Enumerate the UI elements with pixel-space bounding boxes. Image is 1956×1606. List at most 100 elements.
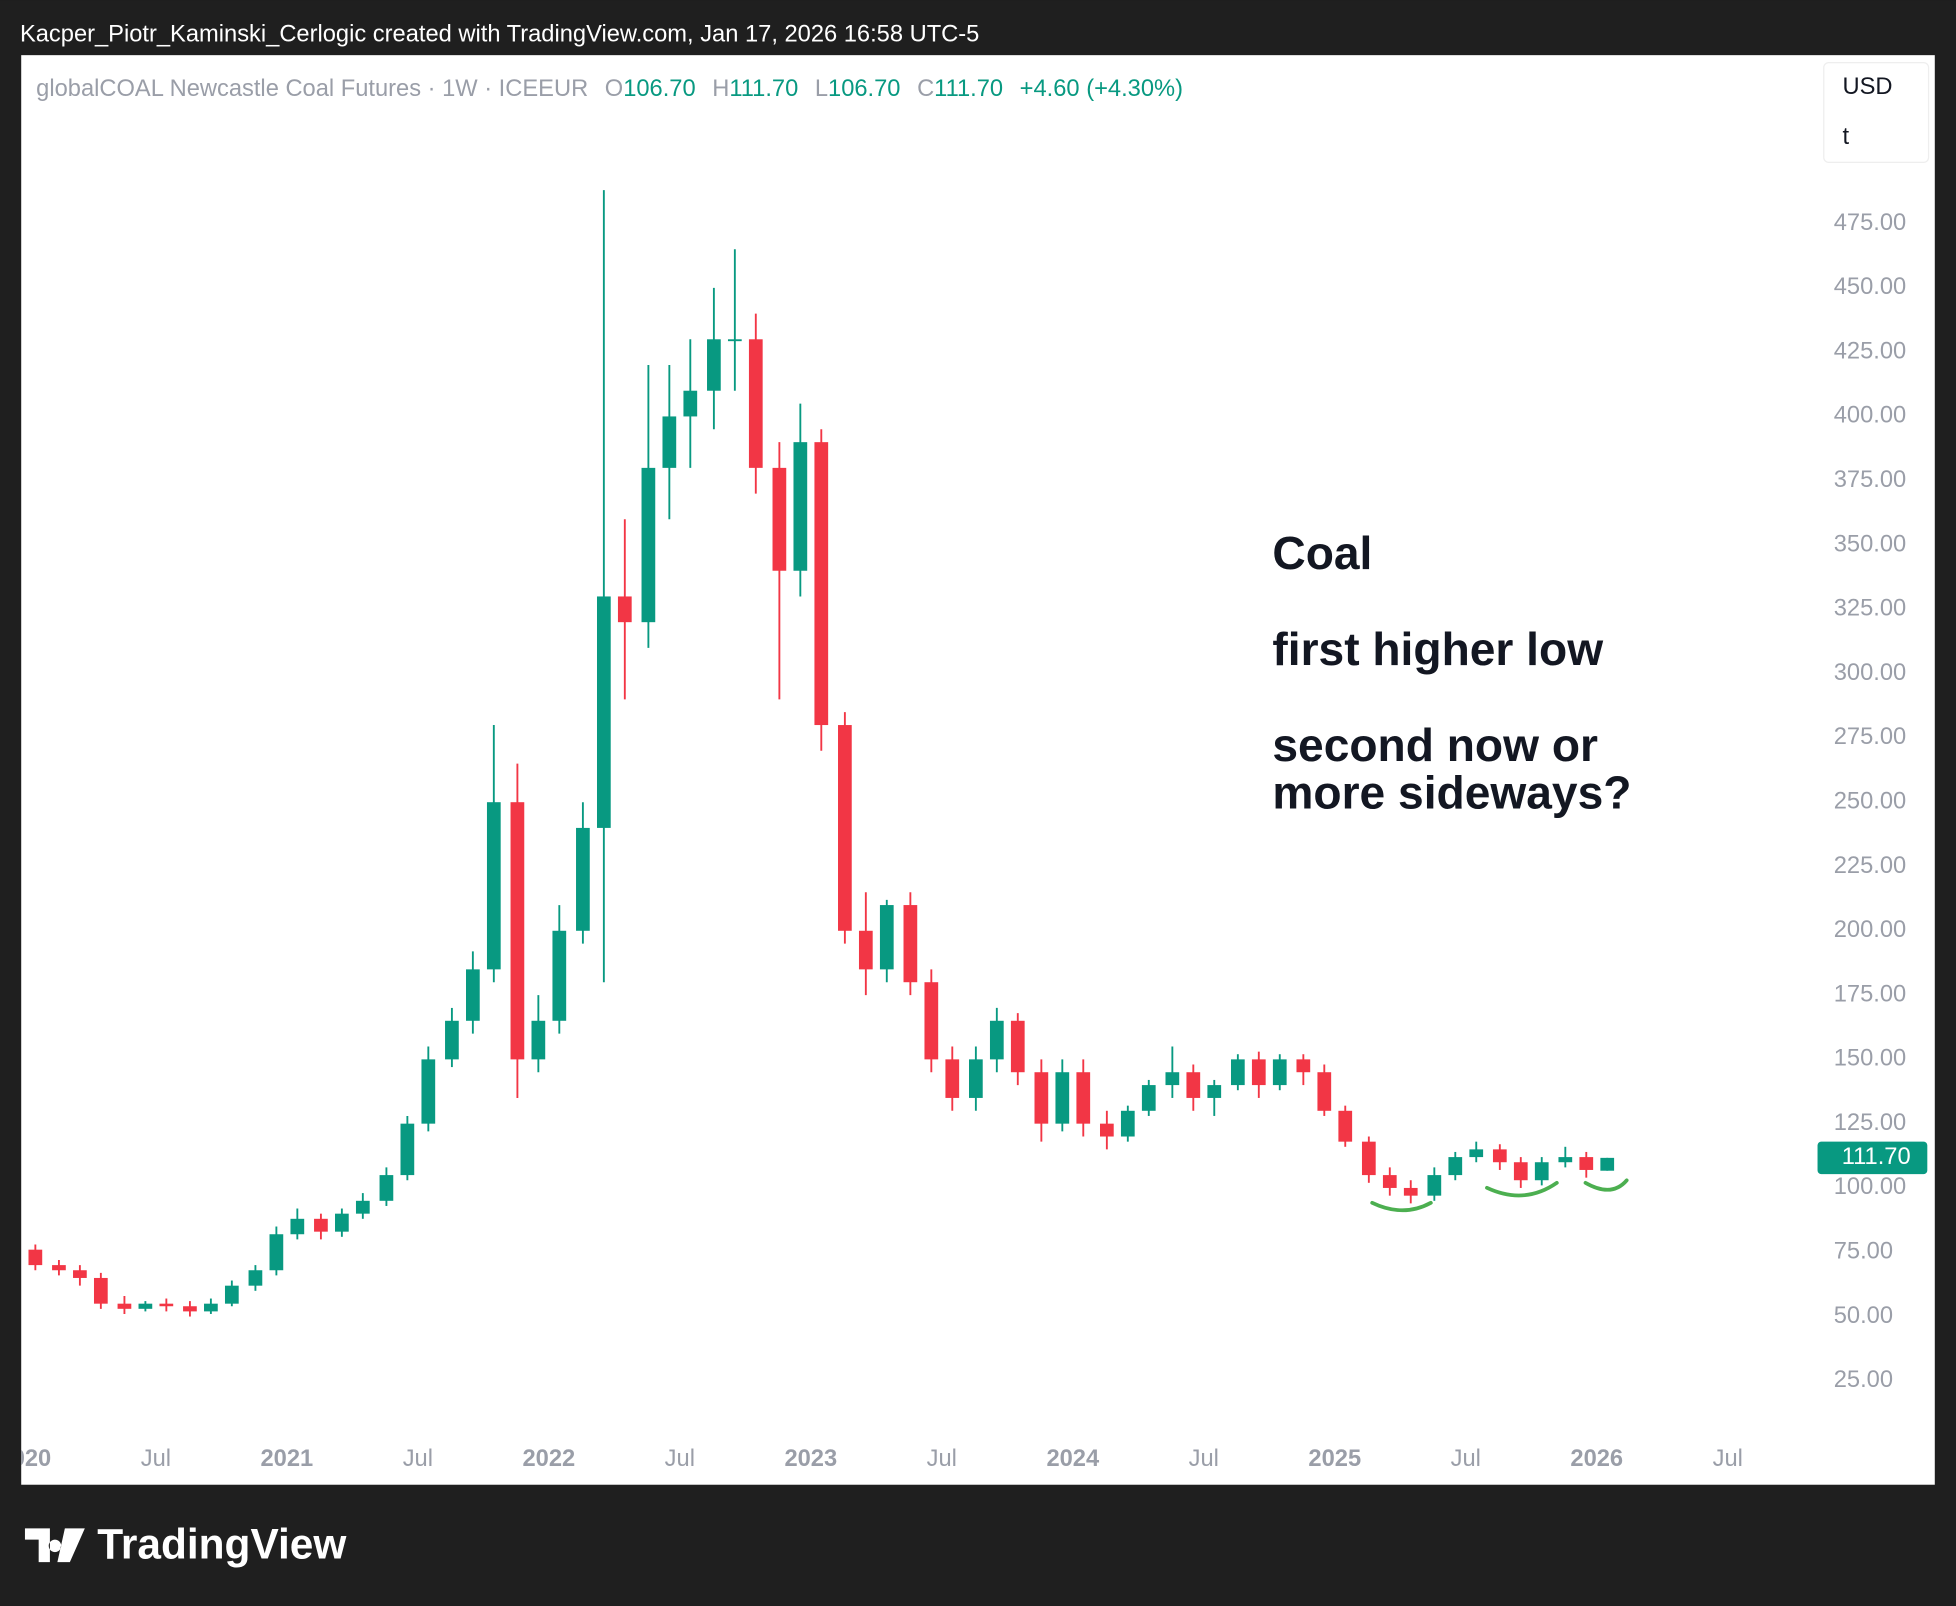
- candle-body: [421, 1059, 436, 1124]
- candle-body: [1534, 1162, 1549, 1181]
- unit[interactable]: t: [1842, 124, 1849, 150]
- candle-body: [1120, 1110, 1135, 1137]
- logo-icon: [24, 1528, 85, 1563]
- candle-body: [117, 1303, 132, 1309]
- currency[interactable]: USD: [1842, 74, 1892, 100]
- candle-body: [989, 1020, 1004, 1060]
- candle-body: [1600, 1157, 1615, 1171]
- candle-body: [290, 1218, 305, 1235]
- candle-body: [748, 339, 763, 468]
- annotation: first higher low: [1272, 623, 1603, 675]
- legend-close: 111.70: [934, 76, 1003, 102]
- candle-body: [204, 1303, 218, 1312]
- x-tick-label: Jul: [403, 1446, 433, 1472]
- footer-logo: TradingView: [24, 1520, 347, 1567]
- candle-body: [1382, 1175, 1397, 1188]
- candle-body: [1186, 1072, 1201, 1098]
- candle-body: [793, 442, 808, 571]
- x-tick-label: Jul: [141, 1446, 171, 1472]
- candle-body: [1251, 1059, 1266, 1086]
- candle-body: [1361, 1141, 1376, 1176]
- candle-body: [879, 905, 894, 970]
- candle-body: [314, 1218, 328, 1232]
- y-tick-label: 275.00: [1834, 724, 1906, 750]
- x-tick-label: Jul: [665, 1446, 695, 1472]
- footer: TradingView: [97, 1520, 347, 1567]
- candle-body: [1448, 1157, 1463, 1176]
- candle-body: [159, 1303, 174, 1307]
- legend-high: 111.70: [729, 76, 798, 102]
- candle-body: [683, 390, 698, 417]
- hand-drawn-marks: [1370, 1178, 1629, 1213]
- candle-body: [73, 1270, 87, 1278]
- candle-body: [52, 1265, 66, 1271]
- y-tick-label: 475.00: [1834, 210, 1906, 236]
- candle-body: [1272, 1059, 1287, 1086]
- x-tick-label: Jul: [927, 1446, 957, 1472]
- candle-body: [1055, 1072, 1070, 1124]
- candle-body: [1338, 1110, 1353, 1142]
- y-tick-label: 100.00: [1834, 1174, 1906, 1200]
- x-tick-label: 2025: [1308, 1446, 1361, 1472]
- candle-body: [1558, 1157, 1573, 1163]
- y-tick-label: 300.00: [1834, 660, 1906, 686]
- y-tick-label: 325.00: [1834, 596, 1906, 622]
- legend-l: L: [815, 76, 828, 102]
- legend-c: C: [917, 76, 934, 102]
- candle-body: [1165, 1072, 1180, 1086]
- x-tick-label: Jul: [1713, 1446, 1743, 1472]
- y-tick-label: 250.00: [1834, 788, 1906, 814]
- candle-body: [269, 1234, 284, 1271]
- y-tick-label: 225.00: [1834, 853, 1906, 879]
- legend-o: O: [605, 76, 623, 102]
- candle-body: [814, 442, 829, 726]
- candle-body: [1492, 1149, 1507, 1163]
- candle-body: [335, 1213, 349, 1232]
- x-tick-label: Jul: [1189, 1446, 1219, 1472]
- candle-body: [858, 930, 873, 970]
- price-label-group: 111.70: [1817, 1141, 1928, 1175]
- annotation: second now or: [1272, 719, 1598, 771]
- candle-body: [924, 982, 939, 1060]
- currency-box[interactable]: [1823, 62, 1930, 164]
- annotation: Coal: [1272, 527, 1372, 579]
- candle-body: [355, 1200, 370, 1214]
- candle-body: [510, 802, 525, 1060]
- legend-change: +4.60 (+4.30%): [1020, 76, 1183, 102]
- candle-body: [400, 1123, 415, 1176]
- candle-body: [596, 596, 611, 828]
- y-tick-label: 425.00: [1834, 338, 1906, 364]
- candle-body: [1034, 1072, 1049, 1124]
- y-tick-label: 50.00: [1834, 1303, 1893, 1329]
- candle-body: [552, 930, 567, 1021]
- legend-h: H: [712, 76, 729, 102]
- candle-body: [1513, 1162, 1528, 1181]
- candle-body: [641, 467, 656, 623]
- plot: 2020 Jul 2021 Jul 2022 Jul 2023 Jul 2024 Jul 2025 J…: [0, 190, 1743, 1472]
- candle-body: [1469, 1149, 1484, 1158]
- x-tick-label: 2020: [0, 1446, 51, 1472]
- candle-body: [466, 969, 480, 1021]
- legend-low: 106.70: [828, 76, 900, 102]
- candle-body: [617, 596, 632, 623]
- price-label-box: [1817, 1141, 1928, 1175]
- candle-body: [727, 339, 742, 342]
- candle-body: [1317, 1072, 1332, 1111]
- price-label: 111.70: [1842, 1144, 1911, 1170]
- candle-body: [1207, 1085, 1222, 1098]
- candle-body: [1427, 1175, 1442, 1196]
- y-tick-label: 450.00: [1834, 274, 1906, 300]
- candle-body: [1076, 1072, 1091, 1124]
- candle-body: [772, 467, 787, 571]
- candle-body: [138, 1303, 153, 1309]
- candle-body: [1230, 1059, 1245, 1086]
- low-arc: [1583, 1178, 1629, 1192]
- candle-body: [662, 416, 677, 468]
- y-tick-label: 75.00: [1834, 1239, 1893, 1265]
- candle-body: [1099, 1123, 1114, 1137]
- y-tick-label: 400.00: [1834, 403, 1906, 429]
- candle-body: [903, 905, 918, 983]
- candle-body: [224, 1285, 239, 1304]
- candle-body: [93, 1277, 108, 1304]
